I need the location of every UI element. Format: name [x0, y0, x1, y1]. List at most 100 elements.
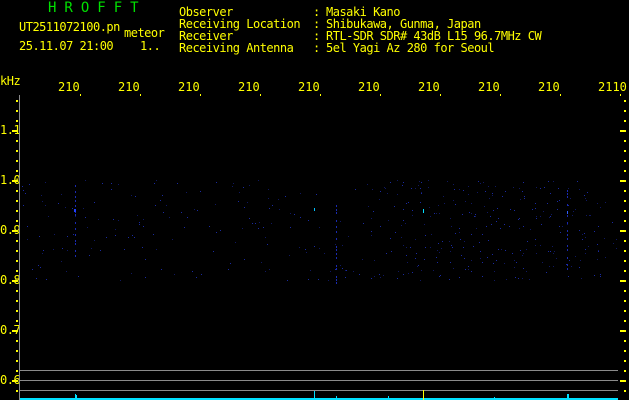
noise-dot: [128, 237, 129, 238]
noise-dot: [401, 237, 402, 238]
left-tick: [16, 150, 18, 152]
noise-dot: [450, 251, 451, 252]
right-tick: [624, 290, 626, 292]
noise-dot: [540, 188, 541, 189]
noise-dot: [548, 181, 549, 182]
noise-dot: [118, 220, 119, 221]
noise-dot: [418, 185, 419, 186]
noise-dot: [290, 227, 291, 228]
noise-dot: [478, 181, 479, 182]
noise-dot: [548, 251, 549, 252]
noise-dot: [259, 222, 260, 223]
right-tick: [624, 250, 626, 252]
left-tick: [16, 300, 18, 302]
right-tick: [620, 380, 626, 382]
noise-dot: [494, 280, 495, 281]
noise-dot: [585, 198, 586, 199]
signal-trace: [567, 238, 568, 240]
noise-dot: [482, 276, 483, 277]
noise-dot: [340, 265, 341, 266]
noise-dot: [181, 212, 182, 213]
noise-dot: [549, 217, 550, 218]
noise-dot: [23, 205, 24, 206]
receiver-colon: :: [313, 29, 320, 43]
noise-dot: [447, 181, 448, 182]
noise-dot: [371, 235, 372, 236]
noise-dot: [450, 218, 451, 219]
noise-dot: [363, 223, 364, 224]
top-tick: [260, 94, 261, 96]
noise-dot: [455, 204, 456, 205]
noise-dot: [230, 263, 231, 264]
noise-dot: [411, 188, 412, 189]
top-tick: [80, 94, 81, 96]
left-tick: [16, 290, 18, 292]
signal-trace: [336, 226, 337, 228]
noise-dot: [597, 244, 598, 245]
noise-dot: [527, 241, 528, 242]
noise-dot: [265, 237, 266, 238]
noise-dot: [384, 187, 385, 188]
noise-dot: [584, 195, 585, 196]
noise-dot: [536, 187, 537, 188]
noise-dot: [542, 262, 543, 263]
y-tick-label: 1.0: [0, 173, 21, 187]
right-tick: [620, 330, 626, 332]
noise-dot: [410, 247, 411, 248]
noise-dot: [562, 226, 563, 227]
noise-dot: [587, 192, 588, 193]
noise-dot: [463, 247, 464, 248]
right-tick: [624, 210, 626, 212]
noise-dot: [428, 180, 429, 181]
spectrum-peak: [388, 396, 389, 398]
noise-dot: [94, 202, 95, 203]
right-tick: [624, 170, 626, 172]
noise-dot: [444, 203, 445, 204]
noise-dot: [471, 203, 472, 204]
noise-dot: [440, 275, 441, 276]
grid-line: [20, 380, 618, 381]
signal-trace: [567, 257, 568, 259]
noise-dot: [582, 234, 583, 235]
right-tick: [624, 310, 626, 312]
noise-dot: [514, 260, 515, 261]
noise-dot: [27, 226, 28, 227]
noise-dot: [551, 214, 552, 215]
noise-dot: [310, 270, 311, 271]
noise-dot: [438, 243, 439, 244]
noise-dot: [412, 272, 413, 273]
noise-dot: [242, 228, 243, 229]
antenna-colon: :: [313, 41, 320, 55]
noise-dot: [27, 239, 28, 240]
signal-trace: [75, 243, 76, 245]
noise-dot: [496, 260, 497, 261]
signal-trace: [336, 246, 337, 248]
noise-dot: [586, 215, 587, 216]
noise-dot: [23, 190, 24, 191]
noise-dot: [495, 186, 496, 187]
noise-dot: [172, 239, 173, 240]
right-tick: [624, 340, 626, 342]
noise-dot: [238, 201, 239, 202]
noise-dot: [541, 224, 542, 225]
signal-trace: [336, 276, 337, 278]
noise-dot: [72, 208, 73, 209]
noise-dot: [532, 209, 533, 210]
noise-dot: [612, 222, 613, 223]
noise-dot: [54, 234, 55, 235]
noise-dot: [258, 228, 259, 229]
signal-trace: [567, 222, 568, 224]
signal-trace: [336, 257, 337, 259]
noise-dot: [85, 217, 86, 218]
noise-dot: [580, 260, 581, 261]
noise-dot: [504, 263, 505, 264]
left-tick: [16, 340, 18, 342]
noise-dot: [271, 223, 272, 224]
noise-dot: [558, 188, 559, 189]
noise-dot: [142, 247, 143, 248]
noise-dot: [402, 185, 403, 186]
noise-dot: [515, 277, 516, 278]
noise-dot: [390, 182, 391, 183]
noise-dot: [471, 271, 472, 272]
noise-dot: [78, 276, 79, 277]
